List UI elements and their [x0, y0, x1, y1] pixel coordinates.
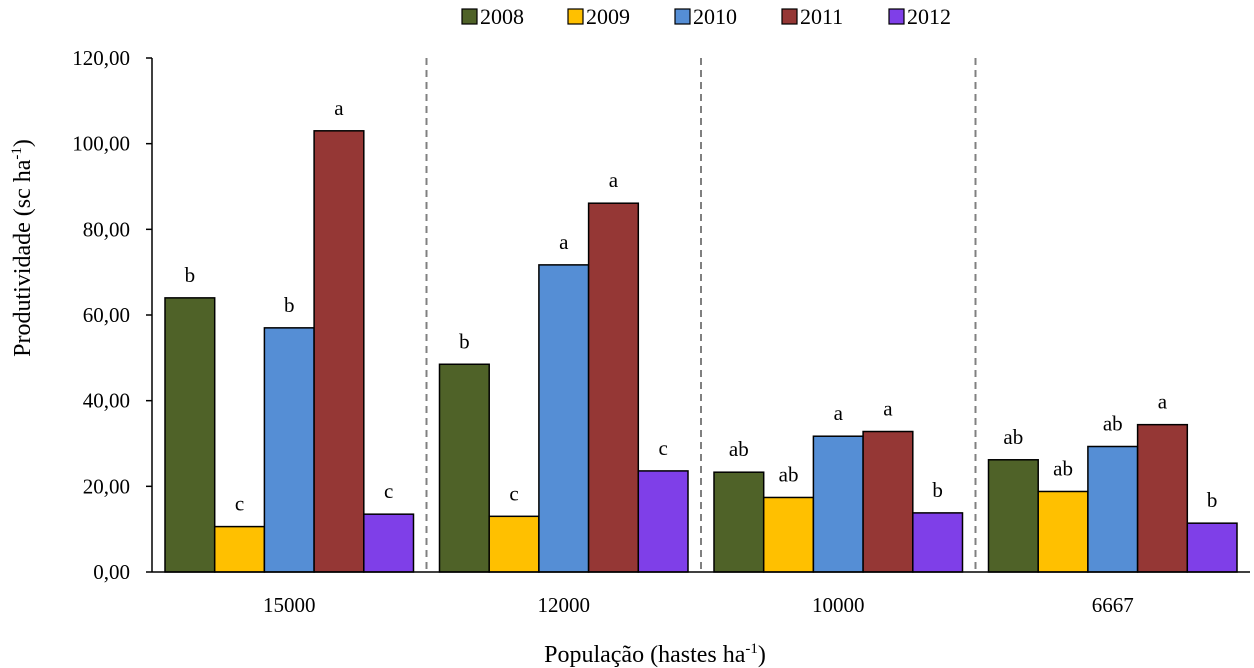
bar-2009-15000 [213, 525, 266, 573]
bar-2011-15000 [313, 130, 365, 573]
significance-label: a [609, 168, 619, 192]
bar-2011-6667 [1136, 423, 1189, 573]
x-axis-title: População (hastes ha-1) [544, 641, 766, 668]
significance-label: b [932, 478, 943, 502]
y-axis-title-close: ) [10, 139, 36, 147]
x-tick-label: 12000 [538, 593, 591, 617]
legend-swatch-2011 [781, 8, 798, 25]
significance-label: b [1207, 488, 1218, 512]
y-tick-labels: 0,00 20,00 40,00 60,00 80,00 100,00 120,00 [72, 46, 130, 584]
legend-label-2011: 2011 [800, 4, 843, 29]
y-axis-title: Produtividade (sc ha-1) [9, 139, 36, 357]
significance-label: b [459, 329, 470, 353]
significance-label: ab [779, 462, 799, 486]
bar-2008-10000 [713, 471, 765, 573]
legend-label-2008: 2008 [480, 4, 524, 29]
legend-swatch-2008 [461, 8, 478, 25]
bar-2011-10000 [862, 430, 914, 573]
y-tick-label: 100,00 [72, 132, 130, 156]
bar-2010-12000 [538, 264, 590, 573]
y-tick-label: 80,00 [83, 217, 130, 241]
legend-swatch-2009 [567, 8, 584, 25]
significance-label: c [658, 436, 667, 460]
y-tick-label: 20,00 [83, 474, 130, 498]
significance-label: a [834, 401, 844, 425]
bar-2012-10000 [912, 512, 964, 573]
x-tick-label: 15000 [263, 593, 316, 617]
significance-label: ab [1053, 456, 1073, 480]
bar-2010-15000 [263, 327, 315, 573]
significance-label: ab [1003, 425, 1023, 449]
legend-swatch-2010 [674, 8, 691, 25]
bar-2008-12000 [438, 363, 490, 573]
significance-label: c [235, 492, 244, 516]
significance-label: a [334, 96, 344, 120]
y-tick-label: 120,00 [72, 46, 130, 70]
y-tick-label: 60,00 [83, 303, 130, 327]
significance-label: a [1158, 390, 1168, 414]
x-tick-label: 6667 [1092, 593, 1134, 617]
axes [146, 57, 1250, 573]
x-axis-title-main: População (hastes ha [544, 642, 746, 668]
bar-2009-6667 [1037, 490, 1089, 573]
legend-swatch-2012 [888, 8, 905, 25]
significance-label: c [509, 481, 518, 505]
bar-2012-6667 [1186, 522, 1238, 573]
y-axis-title-sup: -1 [9, 147, 25, 160]
bar-2012-15000 [363, 513, 415, 573]
bar-2008-6667 [987, 459, 1039, 573]
significance-label: ab [729, 437, 749, 461]
bars [164, 130, 1238, 573]
y-axis-title-main: Produtividade (sc ha [10, 159, 36, 357]
significance-label: ab [1103, 411, 1123, 435]
legend-label-2012: 2012 [907, 4, 951, 29]
significance-label: a [883, 397, 893, 421]
significance-label: c [384, 479, 393, 503]
significance-label: b [284, 293, 295, 317]
legend: 2008 2009 2010 2011 2012 [461, 4, 951, 29]
bar-2009-12000 [488, 515, 540, 573]
y-tick-label: 0,00 [93, 560, 130, 584]
x-axis-title-close: ) [758, 642, 766, 668]
significance-labels: b b ab ab c c ab ab b a a ab a a a a c c b b [185, 96, 1218, 516]
bar-2009-10000 [762, 496, 815, 573]
bar-2010-10000 [812, 435, 864, 573]
legend-label-2010: 2010 [693, 4, 737, 29]
bar-2012-12000 [637, 470, 689, 573]
x-tick-label: 10000 [812, 593, 865, 617]
x-axis-title-sup: -1 [745, 641, 758, 657]
legend-label-2009: 2009 [586, 4, 630, 29]
y-tick-label: 40,00 [83, 389, 130, 413]
x-tick-labels: 15000 12000 10000 6667 [263, 593, 1134, 617]
significance-label: a [559, 230, 569, 254]
significance-label: b [185, 263, 196, 287]
group-separators [425, 58, 977, 572]
bar-2008-15000 [164, 297, 216, 573]
bar-2011-12000 [587, 202, 640, 573]
bar-2010-6667 [1087, 445, 1139, 573]
